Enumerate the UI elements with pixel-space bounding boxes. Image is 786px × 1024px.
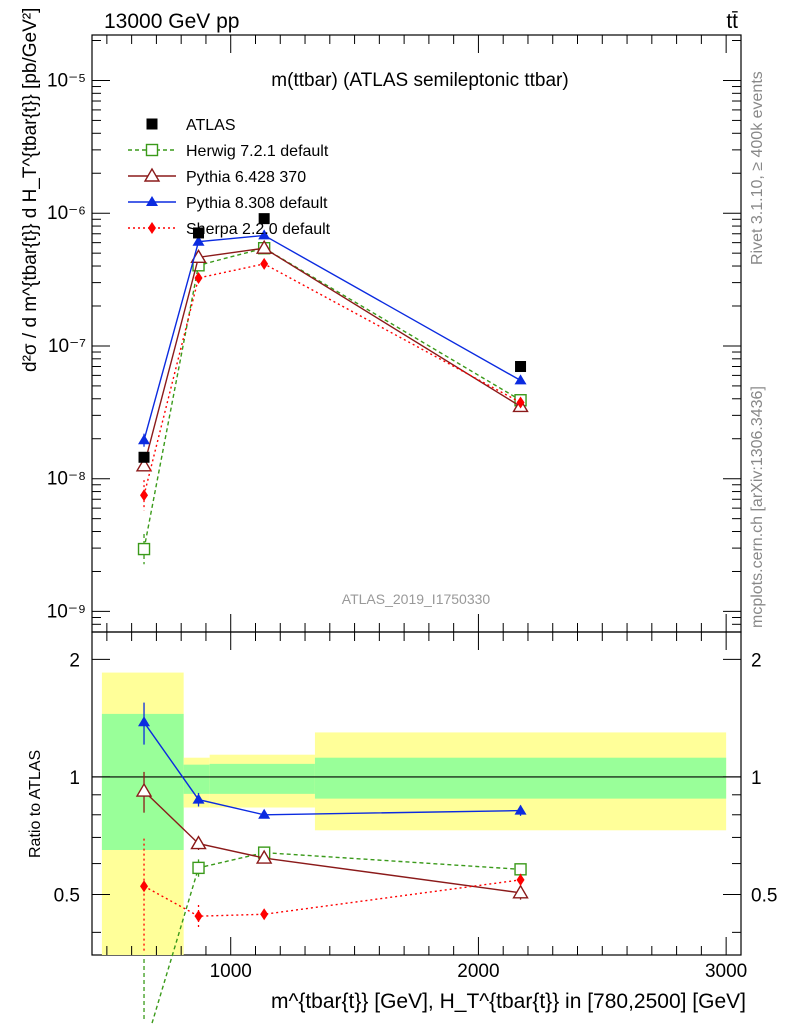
band-inner	[101, 713, 184, 850]
ratio-line	[143, 721, 521, 816]
ratio-line	[151, 851, 521, 1024]
main-ytick-label: 10⁻⁶	[47, 203, 86, 224]
main-atlas-point	[138, 451, 150, 463]
main-point	[140, 489, 149, 502]
main-axis-ticks: 10⁻⁹ 10⁻⁸ 10⁻⁷ 10⁻⁶ 10⁻⁵ 1000 2000 3000	[47, 35, 747, 982]
main-point	[135, 457, 153, 472]
main-atlas-point	[258, 213, 270, 225]
legend-label: Pythia 8.308 default	[186, 195, 328, 212]
legend-label: Herwig 7.2.1 default	[186, 143, 329, 160]
legend-marker	[146, 118, 158, 130]
main-line	[143, 247, 521, 467]
ratio-point	[255, 849, 273, 864]
main-ytick-label: 10⁻⁵	[47, 70, 86, 91]
plot-title: m(ttbar) (ATLAS semileptonic ttbar)	[271, 70, 568, 91]
ratio-axis-ticks: 0.5 0.5 1 1 2 2	[54, 650, 777, 933]
ratio-ytick-label: 1	[69, 768, 80, 789]
main-ytick-label: 10⁻⁸	[47, 469, 86, 490]
mcplots-label: mcplots.cern.ch [arXiv:1306.3436]	[749, 386, 766, 628]
legend: ATLAS Herwig 7.2.1 default Pythia 6.428 37…	[128, 117, 331, 238]
legend-marker	[146, 196, 158, 206]
ratio-ytick-label-right: 1	[751, 768, 762, 789]
band-inner	[314, 757, 727, 799]
ratio-point	[514, 804, 527, 815]
ratio-line	[143, 879, 521, 917]
main-point	[194, 271, 203, 284]
main-series-group	[135, 213, 529, 565]
main-ytick-label: 10⁻⁷	[48, 336, 86, 357]
legend-label: ATLAS	[186, 117, 236, 134]
main-atlas-point	[193, 227, 205, 239]
ratio-point	[135, 782, 153, 797]
legend-label: Pythia 6.428 370	[186, 169, 306, 186]
ratio-point	[140, 880, 149, 893]
ratio-point	[512, 884, 529, 899]
main-line	[143, 263, 521, 496]
band-inner	[209, 763, 315, 794]
xlabel: m^{tbar{t}} [GeV], H_T^{tbar{t}} in [780…	[271, 990, 746, 1013]
main-point	[138, 434, 151, 445]
main-line	[143, 247, 521, 550]
rivet-label: Rivet 3.1.10, ≥ 400k events	[749, 71, 766, 265]
main-point	[260, 257, 269, 270]
main-ylabel: d²σ / d m^{tbar{t}} d H_T^{tbar{t}} [pb/…	[20, 8, 41, 372]
legend-marker	[148, 222, 156, 234]
ratio-point	[260, 908, 269, 921]
ratio-series-group	[135, 702, 529, 1024]
ratio-ytick-label: 0.5	[54, 886, 80, 907]
ratio-point	[514, 863, 527, 876]
ratio-ylabel: Ratio to ATLAS	[27, 750, 44, 858]
ratio-point	[138, 716, 151, 727]
ratio-point	[192, 793, 205, 804]
xtick-label: 3000	[705, 961, 747, 982]
legend-marker	[145, 143, 159, 157]
main-point	[516, 396, 525, 409]
ratio-point	[194, 910, 203, 923]
main-ytick-label: 10⁻⁹	[47, 601, 86, 622]
uncertainty-bands	[92, 672, 741, 955]
ratio-panel-frame	[91, 631, 742, 956]
main-atlas-point	[515, 361, 527, 373]
main-point	[258, 229, 271, 240]
ratio-point	[190, 835, 207, 850]
analysis-label: ATLAS_2019_I1750330	[342, 591, 491, 607]
process-label: tt̄	[726, 10, 738, 33]
main-line	[143, 234, 521, 441]
legend-label: Sherpa 2.2.0 default	[186, 221, 331, 238]
energy-label: 13000 GeV pp	[104, 10, 239, 33]
ratio-ytick-label: 2	[69, 650, 80, 671]
main-point	[192, 235, 205, 246]
main-point	[137, 542, 151, 556]
xtick-label: 1000	[210, 961, 252, 982]
ratio-line	[143, 790, 521, 894]
xtick-label: 2000	[457, 961, 499, 982]
ratio-point	[258, 808, 271, 819]
ratio-point	[516, 873, 525, 886]
main-point	[514, 374, 527, 385]
legend-marker	[143, 167, 161, 182]
ratio-point	[192, 861, 205, 875]
main-point	[255, 239, 273, 254]
band-inner	[183, 764, 210, 794]
ratio-ytick-label-right: 0.5	[751, 886, 777, 907]
ratio-ytick-label-right: 2	[751, 650, 762, 671]
